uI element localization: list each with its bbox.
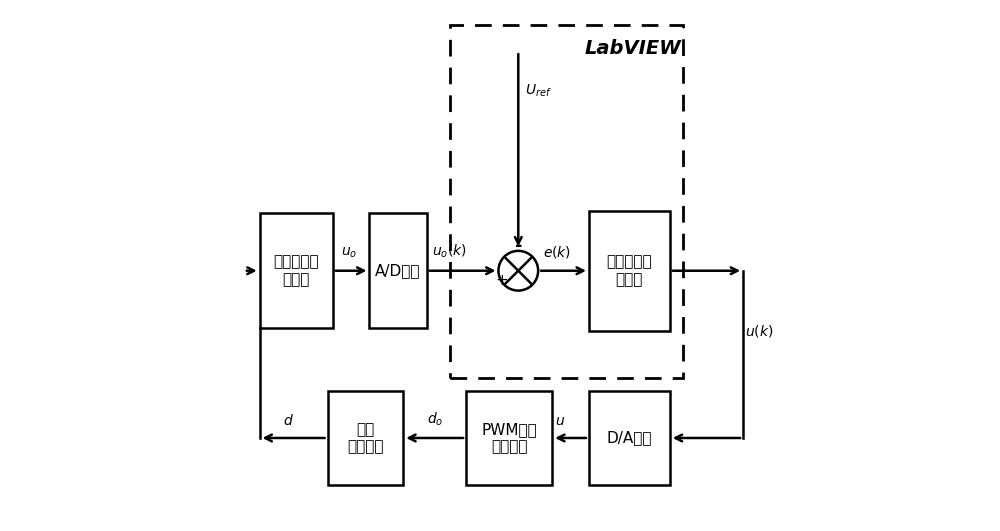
Text: $u_o$: $u_o$ bbox=[341, 246, 357, 260]
Text: $U_{ref}$: $U_{ref}$ bbox=[525, 82, 552, 99]
Text: A/D模块: A/D模块 bbox=[375, 263, 421, 278]
Text: 驱动
电路模块: 驱动 电路模块 bbox=[347, 422, 384, 454]
Bar bbox=[589, 211, 670, 331]
Text: D/A模块: D/A模块 bbox=[607, 431, 652, 446]
Text: $d$: $d$ bbox=[283, 413, 294, 427]
Text: 降压变换器
主电路: 降压变换器 主电路 bbox=[273, 254, 319, 287]
Bar bbox=[260, 213, 333, 328]
Bar bbox=[328, 391, 403, 485]
Text: $u(k)$: $u(k)$ bbox=[745, 323, 773, 339]
Text: $e(k)$: $e(k)$ bbox=[543, 244, 572, 260]
Text: $u_o(k)$: $u_o(k)$ bbox=[432, 243, 467, 260]
Text: LabVIEW: LabVIEW bbox=[585, 39, 682, 58]
Text: PWM信号
产生模块: PWM信号 产生模块 bbox=[481, 422, 537, 454]
Bar bbox=[466, 391, 552, 485]
Bar bbox=[369, 213, 427, 328]
Bar bbox=[450, 25, 683, 378]
Text: 无抖振滑模
控制器: 无抖振滑模 控制器 bbox=[607, 254, 652, 287]
Bar bbox=[589, 391, 670, 485]
Circle shape bbox=[498, 251, 538, 290]
Text: -: - bbox=[515, 237, 523, 255]
Text: $u$: $u$ bbox=[555, 414, 565, 427]
Text: +: + bbox=[495, 272, 508, 288]
Text: $d_o$: $d_o$ bbox=[427, 410, 443, 427]
